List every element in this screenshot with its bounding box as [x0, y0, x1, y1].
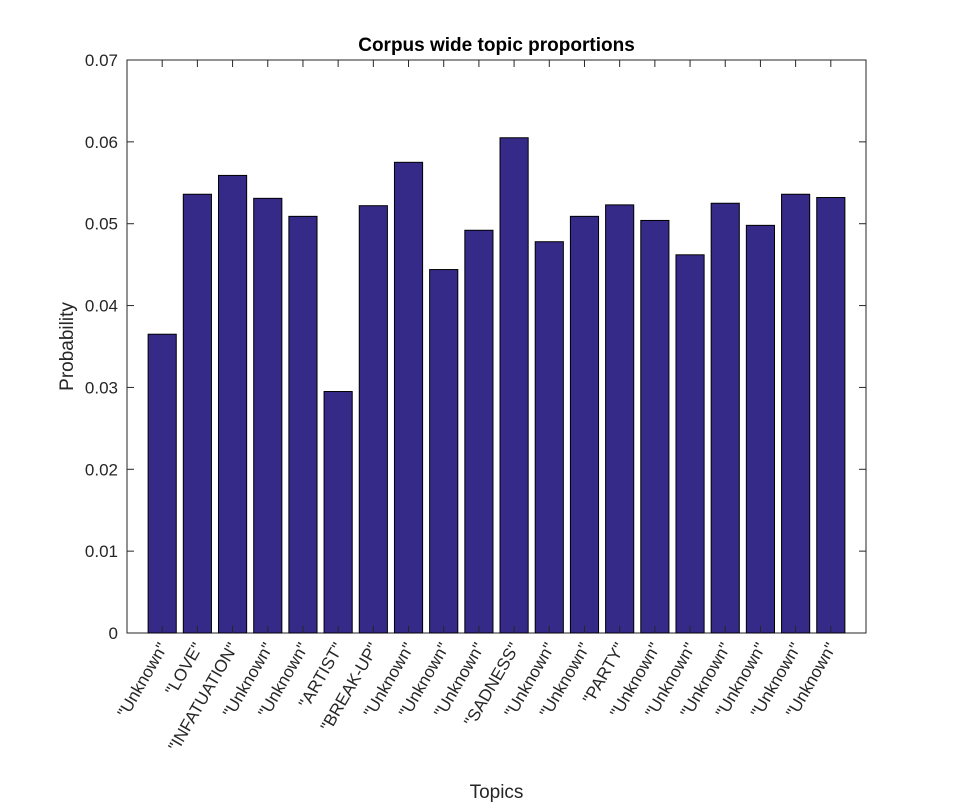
y-tick-label: 0.02 [85, 460, 118, 479]
bar [429, 269, 459, 634]
bar [710, 202, 740, 634]
bar [393, 161, 424, 634]
bar [675, 254, 705, 634]
bars-group [147, 137, 846, 634]
bar [816, 197, 846, 634]
bar [781, 193, 811, 634]
bar [288, 215, 318, 634]
bar [253, 197, 283, 634]
y-tick-label: 0.05 [85, 215, 118, 234]
bar [640, 219, 670, 634]
bar [605, 204, 635, 634]
y-tick-label: 0 [109, 624, 118, 643]
bar [745, 224, 775, 634]
y-tick-label: 0.03 [85, 378, 118, 397]
x-axis-title: Topics [470, 782, 524, 803]
bar [569, 215, 600, 634]
y-tick-label: 0.01 [85, 542, 118, 561]
bar [499, 137, 529, 634]
plot-area [126, 59, 867, 634]
bar [464, 229, 494, 634]
y-tick-label: 0.07 [85, 51, 118, 70]
bar [323, 391, 353, 634]
bar [182, 193, 212, 634]
bar [218, 174, 248, 634]
y-tick-label: 0.04 [85, 297, 118, 316]
chart-title: Corpus wide topic proportions [358, 35, 635, 56]
bar [358, 205, 388, 634]
y-axis-ticks: 0 0.01 0.02 0.03 0.04 0.05 0.06 0.07 [85, 51, 866, 643]
y-tick-label: 0.06 [85, 133, 118, 152]
bar [534, 241, 564, 634]
bar [147, 333, 177, 634]
y-axis-title: Probability [57, 302, 78, 391]
